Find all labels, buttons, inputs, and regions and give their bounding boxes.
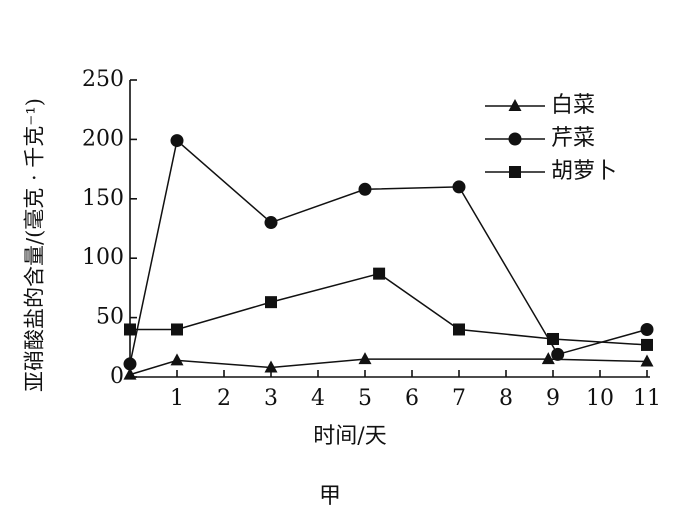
x-tick-label: 2 (217, 386, 231, 411)
marker (541, 352, 555, 365)
marker (640, 322, 654, 336)
marker (640, 354, 654, 367)
legend-label: 胡萝卜 (551, 159, 617, 184)
caption: 甲 (319, 484, 341, 509)
x-tick-label: 10 (586, 386, 614, 411)
marker (265, 296, 277, 309)
legend-marker (508, 99, 522, 111)
x-tick-label: 7 (452, 386, 466, 411)
marker (171, 323, 183, 336)
marker (358, 352, 372, 365)
marker (264, 216, 278, 230)
y-tick-label: 50 (96, 305, 124, 330)
series-line (130, 272, 648, 346)
y-tick-label: 200 (82, 126, 124, 151)
marker (124, 323, 136, 336)
marker (453, 323, 465, 336)
axes (129, 80, 650, 378)
legend-marker (508, 132, 522, 146)
marker (123, 367, 137, 380)
marker (547, 332, 559, 345)
marker (551, 347, 565, 361)
x-tick-label: 8 (499, 386, 513, 411)
x-tick-label: 5 (358, 386, 372, 411)
legend-label: 芹菜 (551, 126, 595, 151)
y-tick-label: 150 (82, 186, 124, 211)
legend-marker (509, 166, 521, 178)
legend-label: 白菜 (551, 93, 595, 118)
x-tick-label: 3 (264, 386, 278, 411)
marker (452, 180, 466, 194)
x-tick-label: 1 (170, 386, 184, 411)
marker (373, 267, 386, 280)
marker (170, 353, 184, 366)
x-tick-label: 11 (633, 386, 661, 411)
x-axis-label: 时间/天 (313, 424, 386, 449)
marker (641, 338, 653, 351)
marker (123, 357, 137, 371)
y-tick-label: 100 (82, 245, 124, 270)
marker (170, 134, 184, 148)
marker (358, 182, 372, 196)
x-tick-label: 9 (546, 386, 560, 411)
y-tick-label: 0 (110, 364, 124, 389)
y-tick-label: 250 (82, 67, 124, 92)
series-line (129, 358, 648, 376)
marker (264, 360, 278, 373)
y-axis-label: 亚硝酸盐的含量/(毫克 · 千克⁻¹) (23, 98, 47, 392)
x-tick-label: 4 (311, 386, 325, 411)
x-tick-label: 6 (405, 386, 419, 411)
